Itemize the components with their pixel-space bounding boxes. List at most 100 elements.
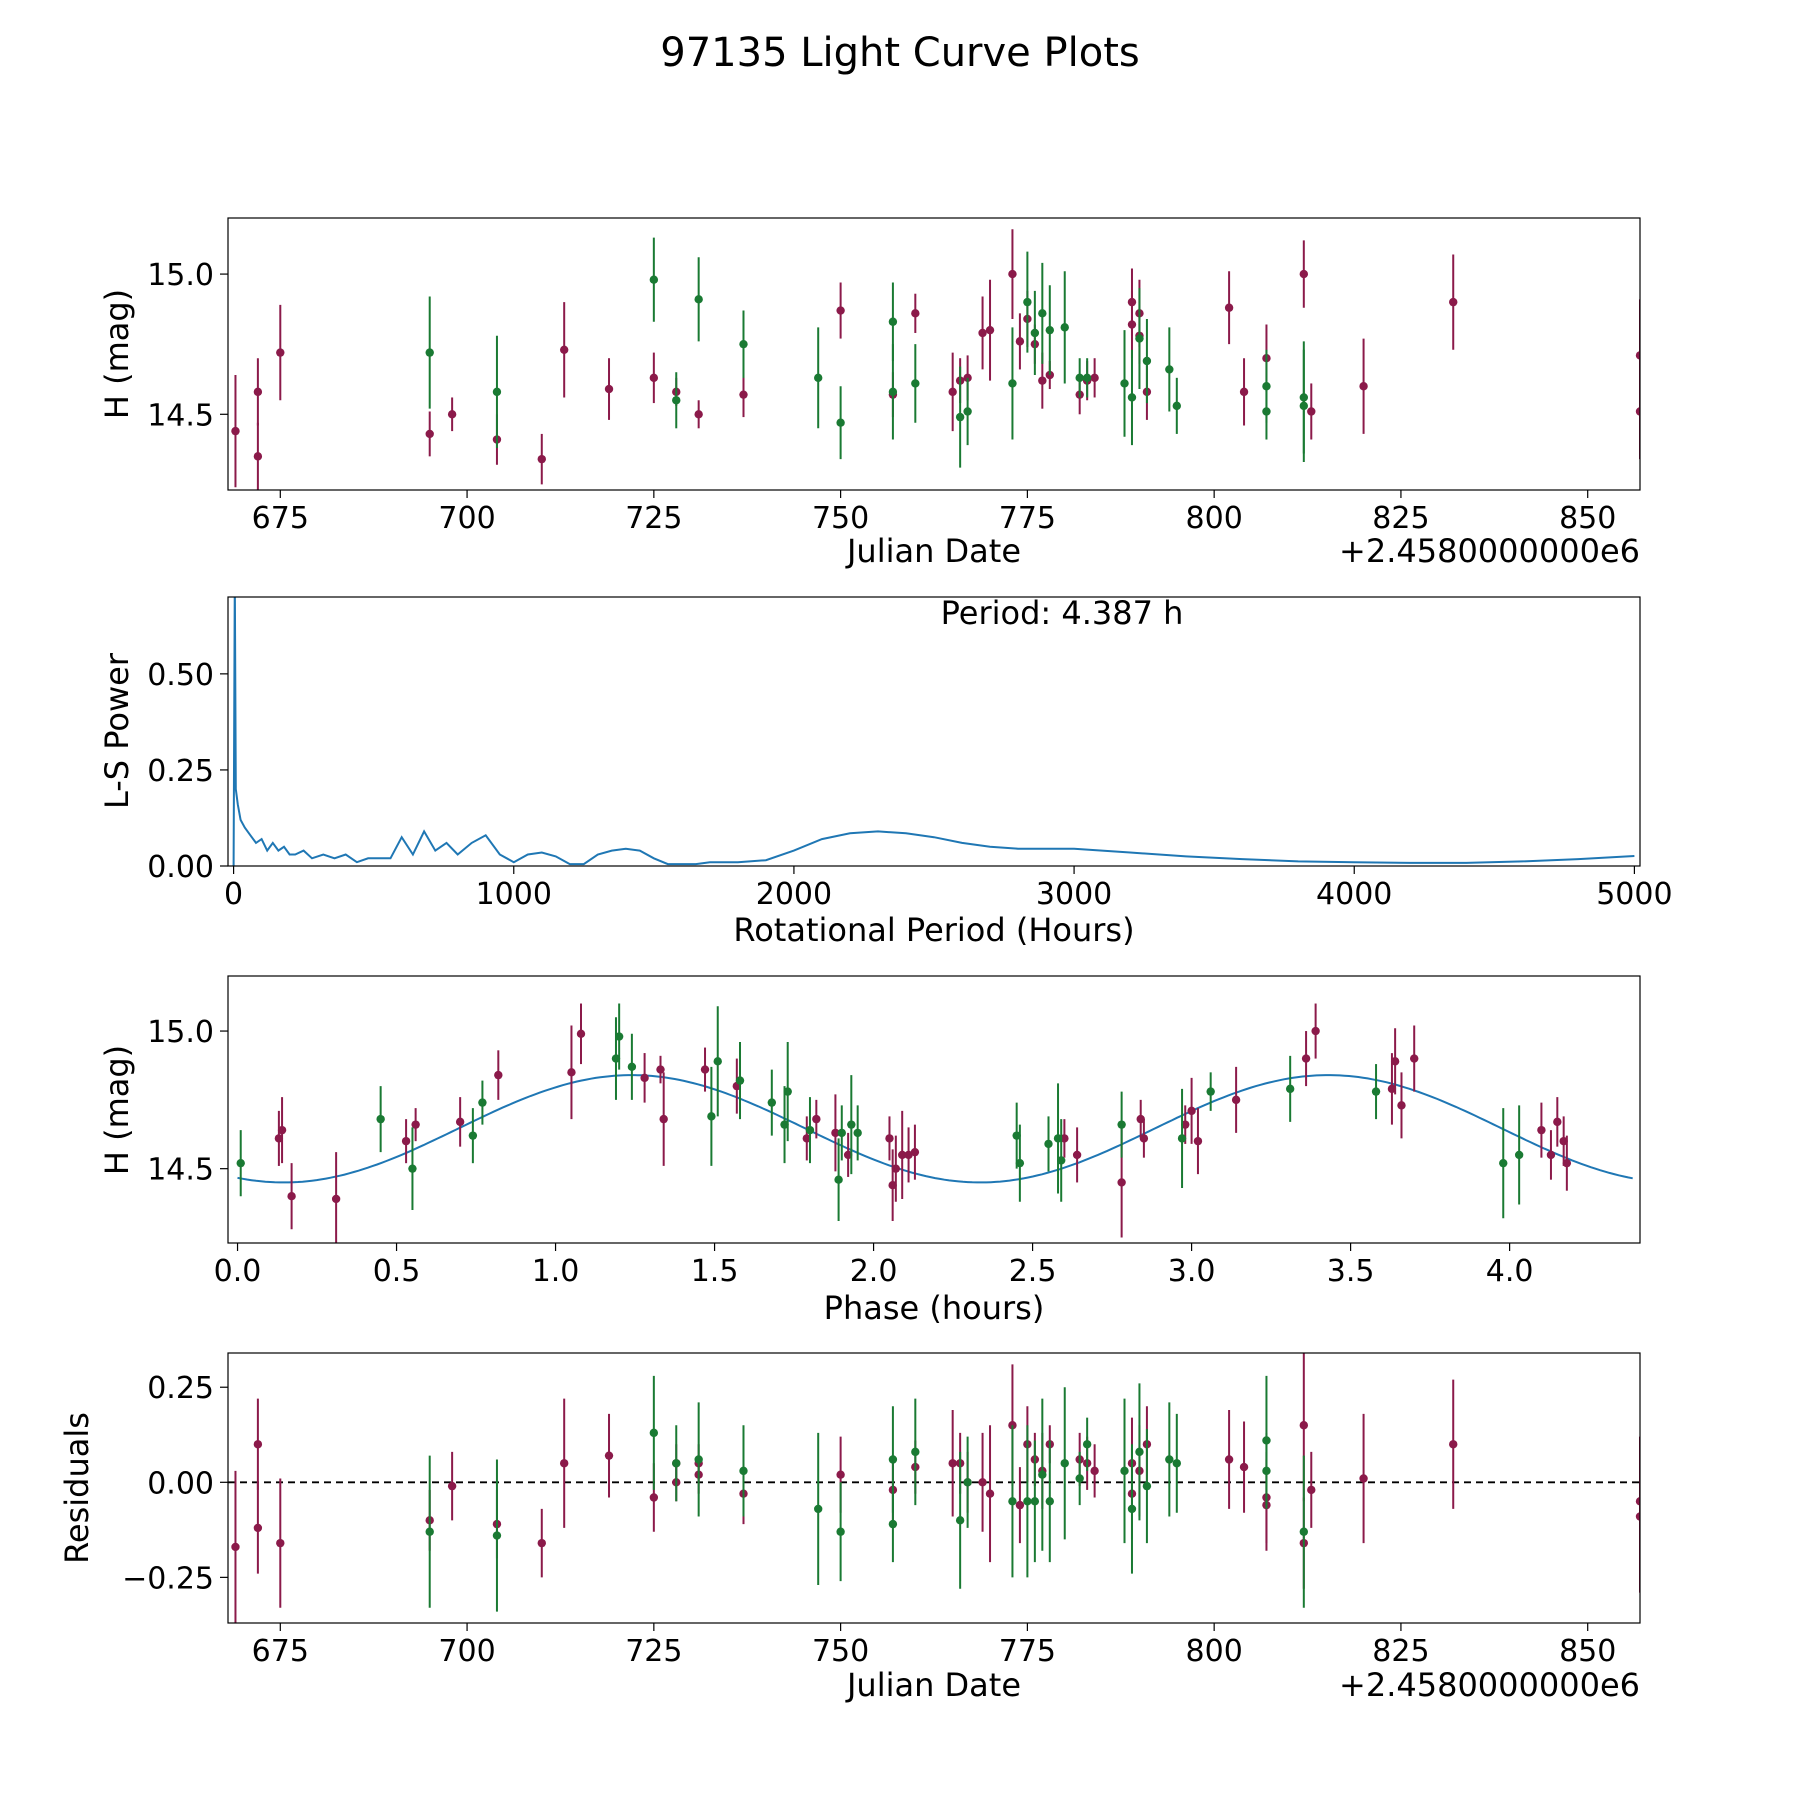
y-tick-label: 0.00 <box>147 850 214 885</box>
lightcurve-ticks: 675 700 725 750 775 800 825 850 14.5 15.0 <box>147 258 1616 536</box>
green-data-point <box>649 275 659 284</box>
lightcurve-offset-text: +2.4580000000e6 <box>1339 532 1640 570</box>
y-tick-label: 14.5 <box>147 1153 214 1188</box>
green-data-point <box>1053 1134 1063 1143</box>
red-data-point <box>559 345 569 354</box>
x-tick-label: 675 <box>252 501 309 536</box>
red-data-point <box>948 1459 957 1468</box>
red-data-point <box>1537 1125 1546 1135</box>
red-data-point <box>253 1440 263 1449</box>
x-tick-label: 3.0 <box>1168 1254 1216 1289</box>
red-data-point <box>1299 1421 1309 1430</box>
red-data-point <box>831 1128 840 1138</box>
x-tick-label: 0 <box>224 877 243 912</box>
x-tick-label: 800 <box>1186 1634 1243 1669</box>
red-data-point <box>1307 407 1316 416</box>
green-data-point <box>1038 309 1047 318</box>
red-data-point <box>276 348 285 357</box>
green-data-point <box>713 1057 722 1066</box>
red-data-point <box>1231 1095 1241 1105</box>
red-data-point <box>576 1029 586 1039</box>
red-data-point <box>1072 1150 1082 1160</box>
red-data-point <box>836 1470 845 1479</box>
red-data-point <box>836 306 845 315</box>
green-data-point <box>767 1098 777 1107</box>
red-data-point <box>604 1451 614 1460</box>
red-data-point <box>1060 1134 1069 1143</box>
red-data-point <box>1559 1136 1568 1146</box>
periodogram-line <box>232 597 1635 866</box>
red-data-point <box>1397 1101 1406 1110</box>
green-data-point <box>963 1478 972 1487</box>
red-data-point <box>1008 269 1017 279</box>
green-data-point <box>672 1459 681 1468</box>
x-tick-label: 0.0 <box>214 1254 262 1289</box>
y-tick-label: 0.00 <box>147 1466 214 1501</box>
y-tick-label: 14.5 <box>147 398 214 433</box>
red-data-point <box>812 1114 821 1124</box>
red-data-point <box>904 1150 913 1160</box>
x-tick-label: 1.5 <box>691 1254 739 1289</box>
green-data-point <box>836 1527 845 1536</box>
green-data-point <box>1262 407 1271 416</box>
x-tick-label: 4.0 <box>1486 1254 1534 1289</box>
green-data-point <box>1023 297 1032 307</box>
green-data-point <box>611 1054 621 1063</box>
x-tick-label: 5000 <box>1596 877 1672 912</box>
fit-curve <box>237 1074 1633 1184</box>
green-data-point <box>1135 1447 1144 1457</box>
red-data-point <box>1193 1136 1203 1146</box>
green-data-point <box>1075 373 1084 383</box>
red-data-point <box>1187 1106 1196 1116</box>
green-data-point <box>1082 1440 1092 1449</box>
x-tick-label: 825 <box>1372 1634 1429 1669</box>
red-data-point <box>455 1117 465 1127</box>
green-data-point <box>1135 334 1144 343</box>
green-data-point <box>425 348 434 357</box>
figure-title: 97135 Light Curve Plots <box>660 30 1139 76</box>
lightcurve-xlabel: Julian Date <box>845 532 1021 570</box>
period-annotation: Period: 4.387 h <box>941 594 1184 632</box>
x-tick-label: 725 <box>625 1634 682 1669</box>
green-data-point <box>1045 325 1054 335</box>
green-data-point <box>780 1120 789 1129</box>
lightcurve-panel: 675 700 725 750 775 800 825 850 14.5 15.0 Julian … <box>98 217 1641 570</box>
phase-frame <box>227 975 1641 1244</box>
red-data-point <box>567 1068 576 1077</box>
x-tick-label: 675 <box>252 1634 309 1669</box>
green-data-point <box>888 387 898 397</box>
green-data-point <box>1127 1504 1137 1514</box>
green-data-point <box>468 1131 478 1140</box>
green-data-point <box>1172 401 1182 411</box>
red-data-point <box>1546 1150 1556 1160</box>
green-data-point <box>707 1112 716 1121</box>
red-data-point <box>1117 1178 1126 1187</box>
x-tick-label: 725 <box>625 501 682 536</box>
green-data-point <box>236 1158 245 1168</box>
lightcurve-frame <box>227 217 1641 491</box>
red-data-point <box>274 1134 284 1143</box>
red-data-point <box>1090 1466 1099 1476</box>
green-data-point <box>614 1032 624 1041</box>
red-data-point <box>1449 1440 1458 1449</box>
red-data-point <box>911 309 920 318</box>
red-data-point <box>253 1523 263 1533</box>
green-data-point <box>478 1098 487 1107</box>
red-data-point <box>425 429 434 439</box>
clipped-marks <box>232 597 1635 866</box>
residuals-panel: 675 700 725 750 775 800 825 850 −0.25 0.00 0.25 Ju… <box>58 1352 1641 1704</box>
red-data-point <box>985 325 995 335</box>
red-data-point <box>978 1478 987 1487</box>
red-data-point <box>1635 351 1640 360</box>
y-tick-label: 15.0 <box>147 258 214 293</box>
phase-panel: 0.0 0.5 1.0 1.5 2.0 2.5 3.0 3.5 4.0 14.5 15.0 Phas… <box>98 975 1641 1327</box>
green-data-point <box>888 317 898 326</box>
red-data-point <box>985 1489 995 1498</box>
green-data-point <box>1015 1158 1025 1168</box>
x-tick-label: 2.5 <box>1009 1254 1057 1289</box>
red-data-point <box>1359 382 1368 391</box>
x-tick-label: 4000 <box>1316 877 1392 912</box>
residuals-ticks: 675 700 725 750 775 800 825 850 −0.25 0.00 0.25 <box>122 1371 1616 1669</box>
red-data-point <box>1090 373 1099 383</box>
